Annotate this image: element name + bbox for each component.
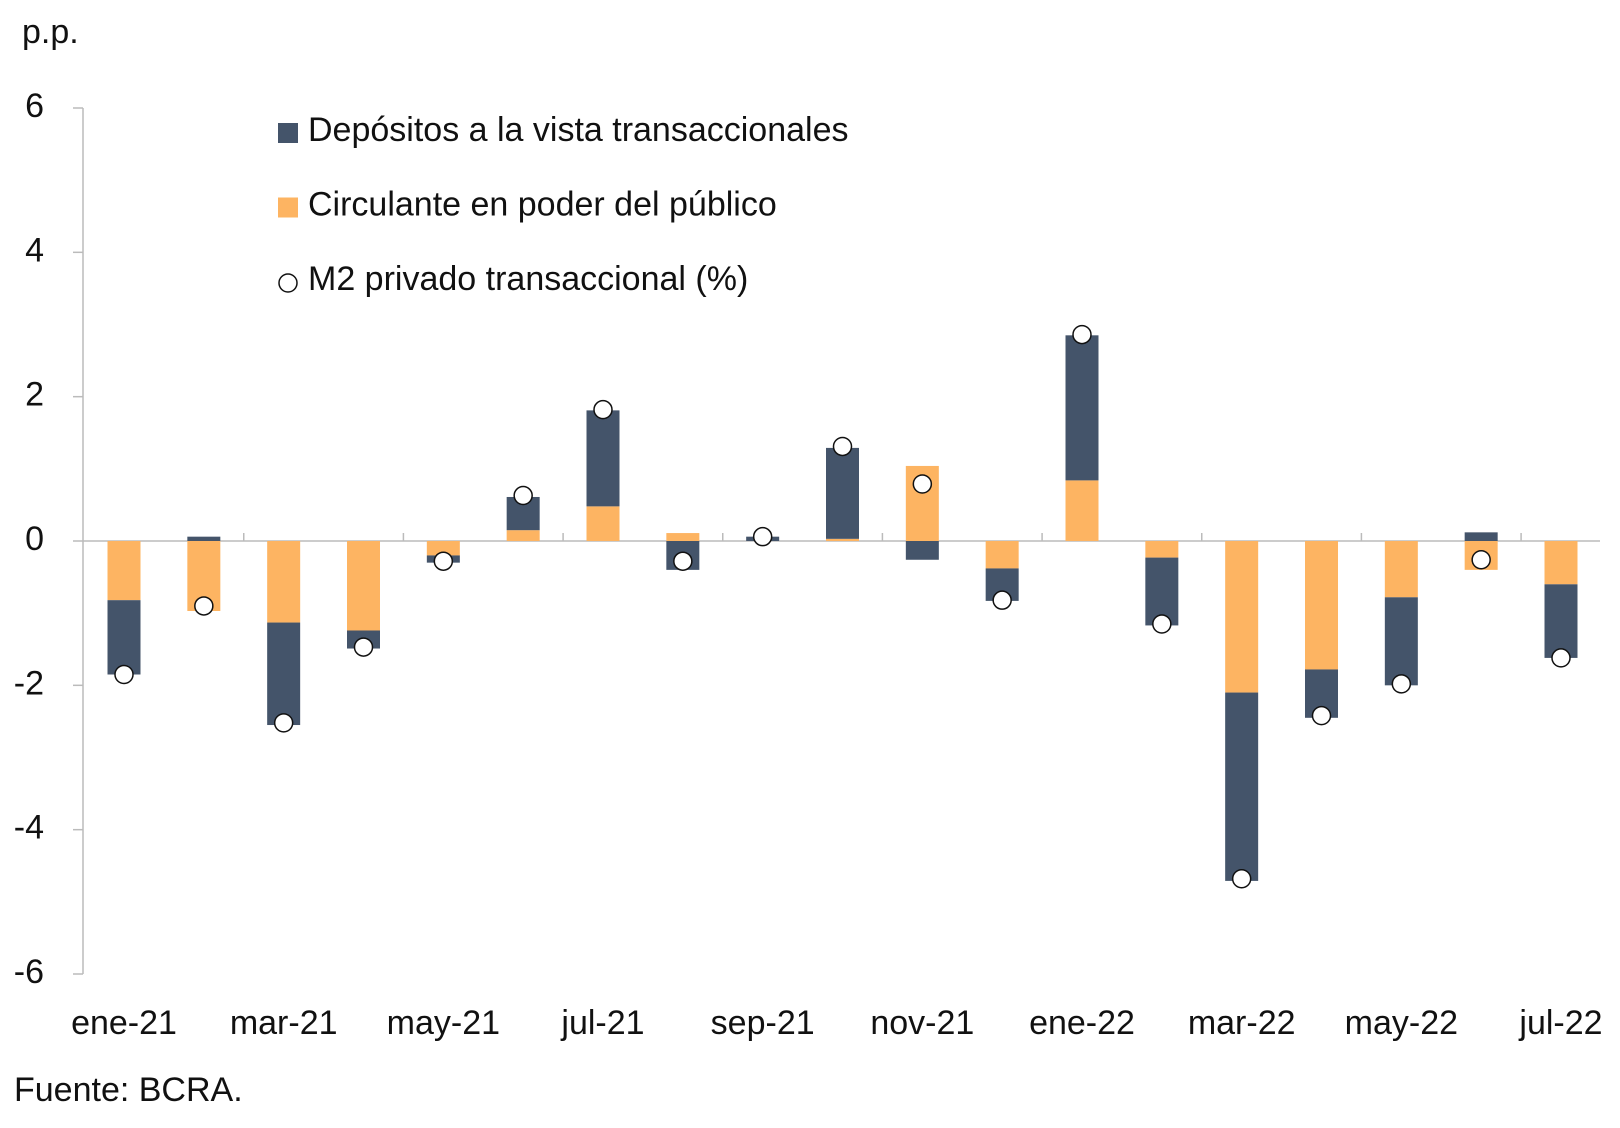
marker bbox=[1471, 550, 1491, 570]
marker bbox=[1391, 674, 1412, 694]
marker bbox=[194, 596, 214, 616]
marker bbox=[912, 474, 933, 494]
bar bbox=[267, 622, 301, 726]
x-tick-label: ene-21 bbox=[71, 1004, 177, 1042]
marker bbox=[1231, 868, 1252, 889]
bar bbox=[267, 541, 301, 623]
bar bbox=[826, 447, 859, 539]
bar bbox=[1305, 541, 1338, 670]
y-tick-label: 6 bbox=[25, 87, 44, 125]
bar bbox=[905, 541, 939, 560]
x-tick-label: mar-21 bbox=[230, 1004, 338, 1042]
legend-label: Depósitos a la vista transaccionales bbox=[308, 111, 849, 149]
marker bbox=[1072, 324, 1092, 345]
x-tick-label: jul-22 bbox=[1518, 1004, 1602, 1042]
bar bbox=[187, 536, 221, 541]
bar bbox=[107, 541, 141, 601]
bar bbox=[985, 541, 1019, 569]
x-tick-label: ene-22 bbox=[1029, 1004, 1135, 1042]
x-tick-label: may-22 bbox=[1345, 1004, 1458, 1042]
y-tick-label: -2 bbox=[14, 664, 44, 702]
bar bbox=[586, 506, 620, 541]
y-unit: p.p. bbox=[22, 13, 79, 51]
bar bbox=[1145, 557, 1179, 626]
bar bbox=[826, 538, 859, 541]
marker bbox=[353, 637, 374, 657]
marker bbox=[1152, 614, 1172, 634]
x-tick-label: jul-21 bbox=[560, 1004, 644, 1042]
marker bbox=[832, 436, 853, 457]
bar bbox=[1065, 335, 1099, 481]
marker bbox=[1311, 705, 1332, 726]
marker bbox=[593, 399, 613, 420]
legend-label: M2 privado transaccional (%) bbox=[308, 260, 748, 298]
y-tick-label: -6 bbox=[14, 953, 44, 991]
legend-swatch bbox=[278, 197, 298, 218]
legend-marker bbox=[278, 273, 298, 293]
bar bbox=[1065, 480, 1099, 541]
x-tick-label: sep-21 bbox=[711, 1004, 815, 1042]
bar bbox=[426, 541, 460, 556]
bar bbox=[666, 533, 700, 541]
bar bbox=[1544, 541, 1578, 585]
x-tick-label: nov-21 bbox=[870, 1004, 974, 1042]
x-tick-label: may-21 bbox=[387, 1004, 500, 1042]
legend-label: Circulante en poder del público bbox=[308, 185, 777, 223]
marker bbox=[752, 526, 773, 547]
bar bbox=[1145, 541, 1179, 558]
marker bbox=[673, 551, 693, 571]
bar bbox=[1384, 597, 1418, 686]
y-tick-label: 4 bbox=[25, 231, 44, 269]
marker bbox=[992, 590, 1012, 610]
bar bbox=[1225, 692, 1259, 881]
marker bbox=[433, 551, 454, 571]
bar bbox=[1225, 541, 1259, 693]
bar bbox=[1544, 584, 1578, 658]
x-tick-label: mar-22 bbox=[1188, 1004, 1296, 1042]
bar bbox=[107, 600, 141, 675]
y-tick-label: -4 bbox=[14, 809, 44, 847]
marker bbox=[114, 664, 134, 685]
bar bbox=[506, 530, 540, 541]
bar bbox=[1464, 532, 1498, 541]
marker bbox=[273, 713, 294, 733]
bar bbox=[1384, 541, 1418, 598]
bar bbox=[347, 541, 380, 631]
legend-swatch bbox=[278, 123, 298, 143]
y-tick-label: 2 bbox=[25, 376, 44, 414]
y-tick-label: 0 bbox=[25, 520, 44, 558]
marker bbox=[513, 485, 533, 506]
source: Fuente: BCRA. bbox=[14, 1071, 243, 1109]
bar bbox=[586, 410, 620, 507]
marker bbox=[1551, 648, 1571, 668]
